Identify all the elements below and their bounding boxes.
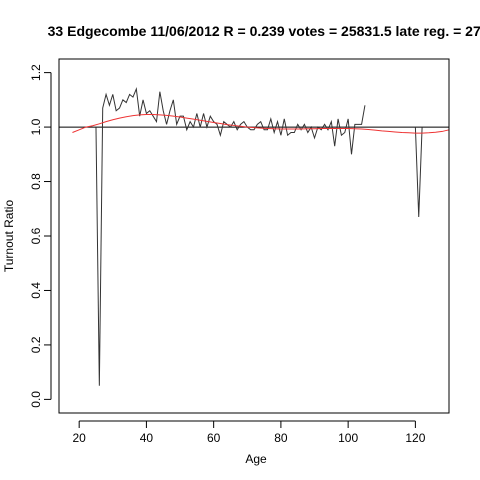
y-tick-label: 0.6 bbox=[29, 227, 43, 244]
x-tick-label: 120 bbox=[405, 431, 425, 445]
x-tick-label: 60 bbox=[207, 431, 221, 445]
x-tick-label: 80 bbox=[274, 431, 288, 445]
plot-area: 20 40 60 80 100 120 0.0 0.2 0.4 0.6 0.8 1.0 1.2 bbox=[29, 58, 450, 445]
y-tick-label: 0.2 bbox=[29, 336, 43, 353]
x-tick-label: 40 bbox=[140, 431, 154, 445]
y-tick-label: 1.0 bbox=[29, 118, 43, 135]
plot-frame bbox=[58, 58, 450, 414]
y-axis-label: Turnout Ratio bbox=[2, 200, 16, 273]
x-axis-label: Age bbox=[245, 452, 267, 466]
series-line-2 bbox=[72, 114, 450, 134]
y-tick-label: 0.4 bbox=[29, 282, 43, 299]
x-tick-label: 100 bbox=[338, 431, 358, 445]
y-tick-label: 0.8 bbox=[29, 173, 43, 190]
chart-title: 33 Edgecombe 11/06/2012 R = 0.239 votes … bbox=[48, 23, 480, 39]
y-tick-label: 0.0 bbox=[29, 391, 43, 408]
x-tick-label: 20 bbox=[72, 431, 86, 445]
y-tick-label: 1.2 bbox=[29, 64, 43, 81]
